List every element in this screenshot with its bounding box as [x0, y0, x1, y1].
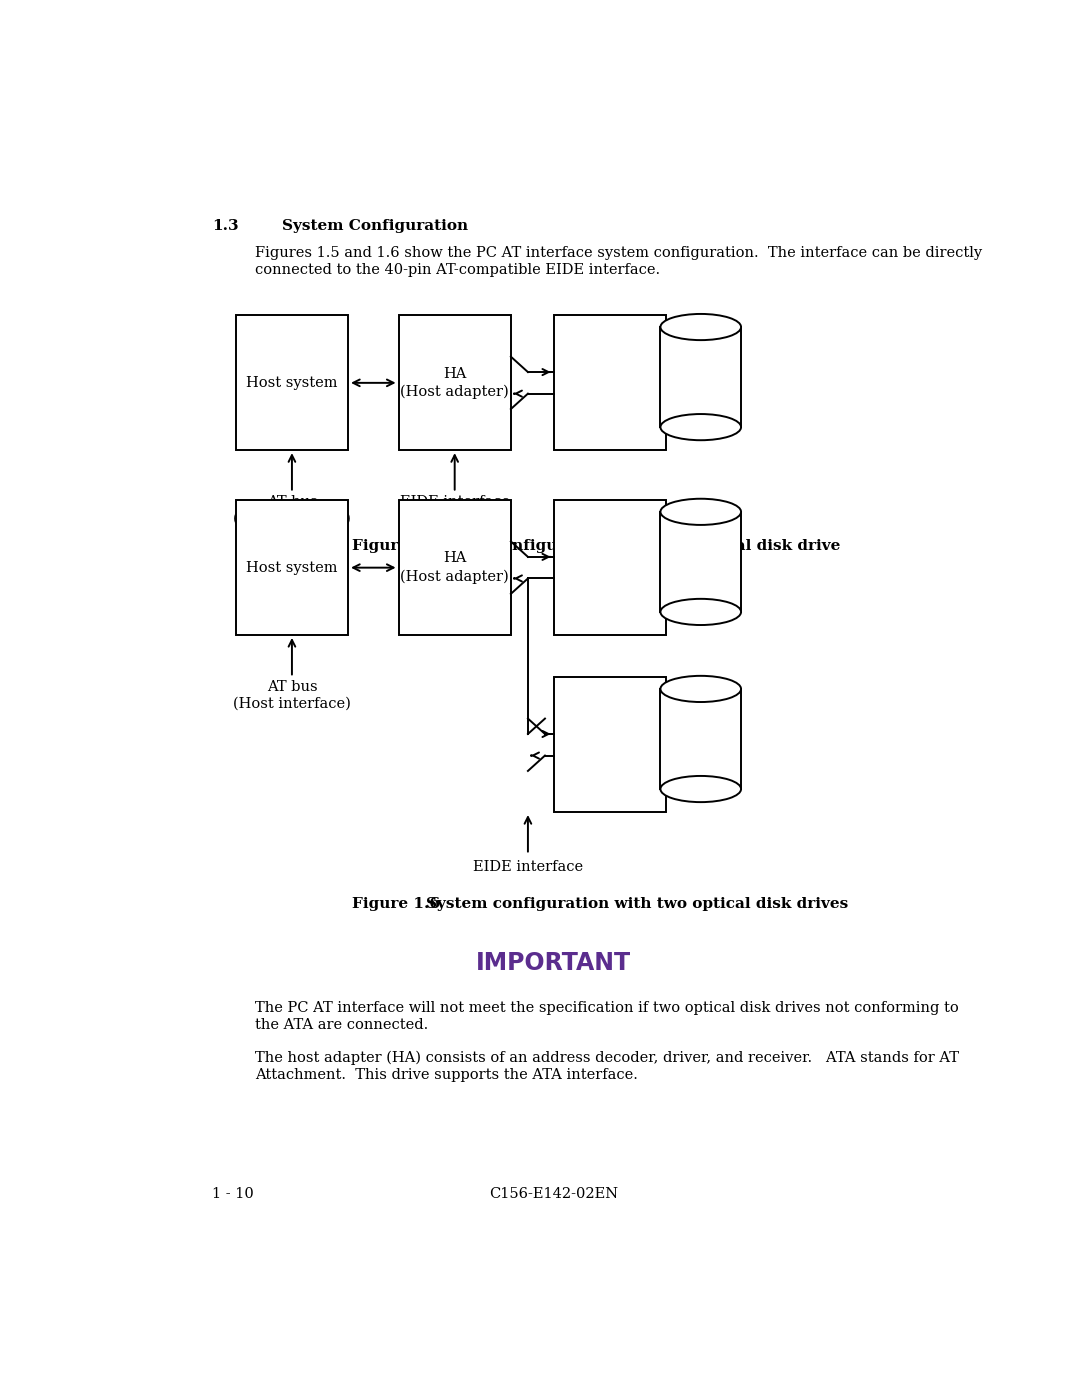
Ellipse shape — [661, 676, 741, 703]
Bar — [399, 316, 511, 450]
Bar — [661, 689, 741, 789]
Text: Figures 1.5 and 1.6 show the PC AT interface system configuration.  The interfac: Figures 1.5 and 1.6 show the PC AT inter… — [255, 246, 982, 260]
Text: ODD: ODD — [672, 376, 707, 390]
Text: AT bus: AT bus — [267, 495, 318, 509]
Text: Attachment.  This drive supports the ATA interface.: Attachment. This drive supports the ATA … — [255, 1067, 638, 1081]
Text: Figure 1.5: Figure 1.5 — [352, 539, 440, 553]
Ellipse shape — [661, 499, 741, 525]
Text: 1 - 10: 1 - 10 — [213, 1187, 254, 1201]
Text: the ATA are connected.: the ATA are connected. — [255, 1018, 429, 1032]
Bar — [399, 500, 511, 636]
Text: HA: HA — [443, 552, 467, 566]
Bar — [554, 316, 666, 450]
Text: C156-E142-02EN: C156-E142-02EN — [489, 1187, 618, 1201]
Text: connected to the 40-pin AT-compatible EIDE interface.: connected to the 40-pin AT-compatible EI… — [255, 263, 660, 277]
Bar — [554, 678, 666, 812]
Text: System configuration with one optical disk drive: System configuration with one optical di… — [426, 539, 840, 553]
Text: Figure 1.6: Figure 1.6 — [352, 897, 440, 911]
Text: AT bus: AT bus — [267, 680, 318, 694]
Bar — [661, 327, 741, 427]
Bar — [554, 500, 666, 636]
Text: ODD: ODD — [672, 560, 707, 574]
Ellipse shape — [661, 314, 741, 339]
Text: Host system: Host system — [246, 376, 338, 390]
Bar — [235, 316, 348, 450]
Text: 1.3: 1.3 — [213, 219, 239, 233]
Text: HA: HA — [443, 366, 467, 380]
Bar — [235, 500, 348, 636]
Text: (Host interface): (Host interface) — [233, 697, 351, 711]
Text: (Host adapter): (Host adapter) — [401, 386, 509, 400]
Text: ODD: ODD — [672, 738, 707, 752]
Text: The host adapter (HA) consists of an address decoder, driver, and receiver.   AT: The host adapter (HA) consists of an add… — [255, 1051, 959, 1066]
Ellipse shape — [661, 775, 741, 802]
Text: (Host interface): (Host interface) — [233, 511, 351, 525]
Ellipse shape — [661, 414, 741, 440]
Text: System configuration with two optical disk drives: System configuration with two optical di… — [426, 897, 848, 911]
Text: Host system: Host system — [246, 560, 338, 574]
Bar — [661, 511, 741, 612]
Text: (Host adapter): (Host adapter) — [401, 570, 509, 584]
Text: EIDE interface: EIDE interface — [473, 861, 583, 875]
Text: The PC AT interface will not meet the specification if two optical disk drives n: The PC AT interface will not meet the sp… — [255, 1000, 959, 1014]
Text: System Configuration: System Configuration — [282, 219, 469, 233]
Text: EIDE interface: EIDE interface — [400, 495, 510, 509]
Text: IMPORTANT: IMPORTANT — [476, 951, 631, 975]
Ellipse shape — [661, 599, 741, 624]
